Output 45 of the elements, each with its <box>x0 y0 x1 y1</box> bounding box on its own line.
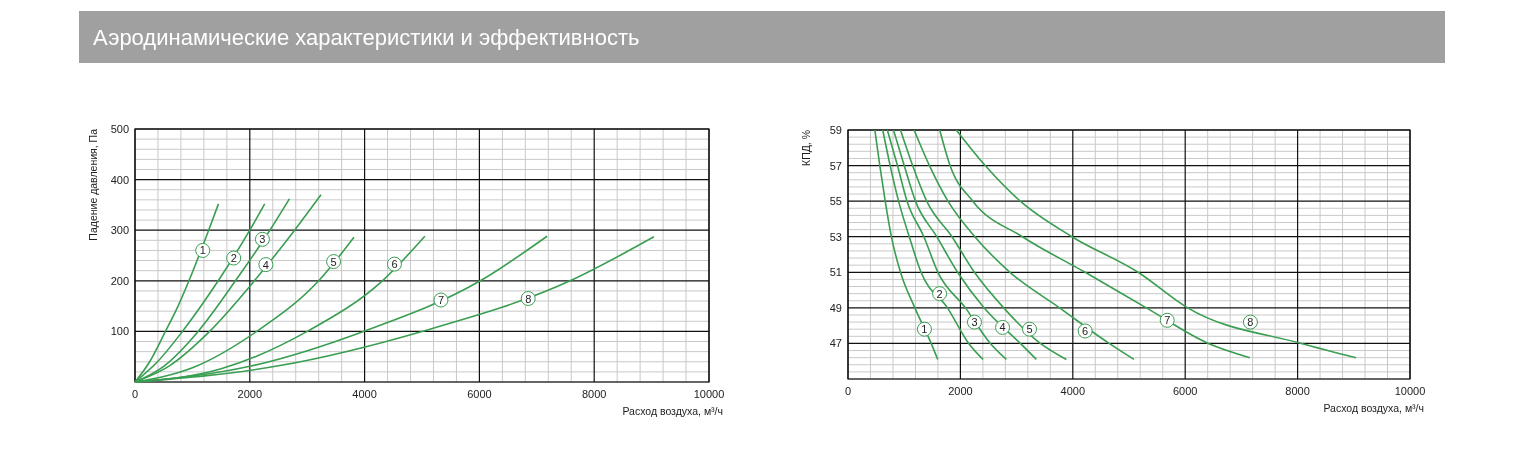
annotation: 2 <box>936 287 943 300</box>
annotation: 4 <box>262 258 269 271</box>
y-tick-label: 57 <box>829 159 842 172</box>
y-tick-label: 51 <box>829 266 842 279</box>
annotation: 3 <box>259 233 266 246</box>
annotation: 7 <box>1164 314 1171 327</box>
annotation: 7 <box>437 294 444 307</box>
y-tick-label: 53 <box>829 230 842 243</box>
y-tick-label: 300 <box>110 224 129 237</box>
chart-title: Аэродинамические характеристики и эффективность <box>93 25 640 50</box>
x-tick-label: 10000 <box>1394 385 1426 397</box>
y-tick-label: 55 <box>829 195 842 208</box>
x-axis-title: Расход воздуха, м³/ч <box>1323 402 1424 414</box>
x-tick-label: 8000 <box>581 388 607 400</box>
y-axis-title: КПД, % <box>800 130 812 166</box>
x-tick-label: 8000 <box>1285 385 1310 397</box>
y-tick-label: 49 <box>829 301 842 314</box>
x-tick-label: 10000 <box>693 388 725 400</box>
annotation: 8 <box>1247 316 1254 329</box>
annotation: 3 <box>971 316 978 329</box>
y-axis-title: Падение давления, Па <box>87 128 99 241</box>
annotation: 5 <box>330 255 337 268</box>
y-tick-label: 100 <box>110 325 129 338</box>
annotation: 5 <box>1026 323 1033 336</box>
x-tick-label: 6000 <box>1172 385 1198 397</box>
annotation: 6 <box>391 258 398 271</box>
y-tick-label: 200 <box>110 274 129 287</box>
annotation: 4 <box>999 321 1006 334</box>
annotation: 8 <box>525 292 532 305</box>
x-tick-label: 2000 <box>948 385 973 397</box>
y-tick-label: 500 <box>110 123 129 135</box>
x-tick-label: 2000 <box>237 388 263 400</box>
annotation: 2 <box>230 252 237 265</box>
x-tick-label: 4000 <box>1060 385 1086 397</box>
x-tick-label: 6000 <box>467 388 492 400</box>
x-axis-title: Расход воздуха, м³/ч <box>622 405 723 417</box>
y-tick-label: 47 <box>829 337 842 350</box>
y-tick-label: 400 <box>110 173 129 186</box>
annotation: 6 <box>1082 324 1089 337</box>
x-tick-label: 0 <box>131 388 139 400</box>
annotation: 1 <box>199 244 206 257</box>
x-tick-label: 4000 <box>352 388 377 400</box>
x-tick-label: 0 <box>844 385 852 397</box>
y-tick-label: 59 <box>829 124 842 136</box>
annotation: 1 <box>921 323 928 336</box>
